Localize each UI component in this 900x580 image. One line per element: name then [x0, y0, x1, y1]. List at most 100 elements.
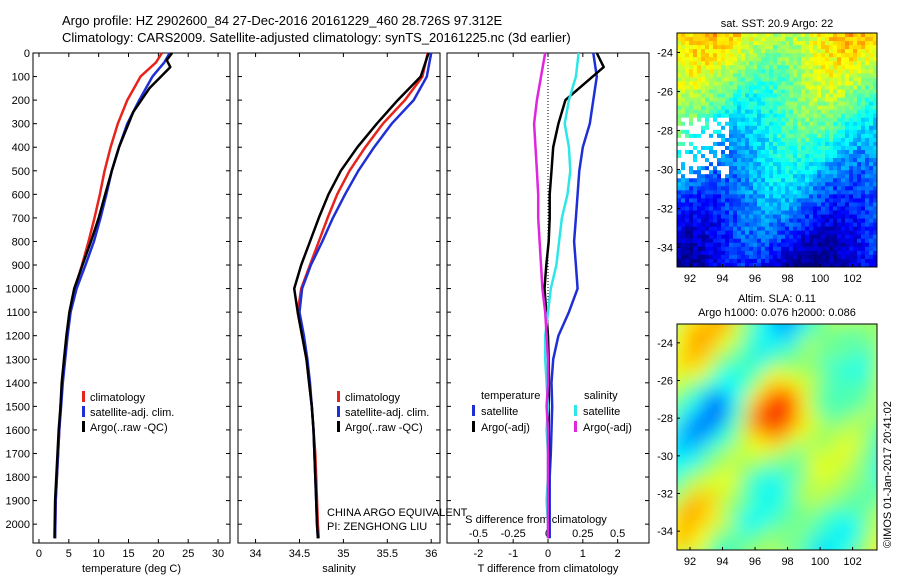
map-cell [825, 85, 830, 90]
map-cell [741, 69, 746, 74]
map-cell [825, 61, 830, 66]
map-cell [669, 178, 673, 182]
map-cell [757, 158, 762, 163]
map-cell [713, 174, 718, 179]
map-cell [757, 346, 768, 359]
map-cell [717, 250, 722, 256]
map-cell [837, 141, 842, 147]
map-cell [845, 129, 850, 135]
map-cell [769, 206, 774, 211]
map-cell [777, 246, 782, 252]
map-cell [829, 226, 834, 232]
map-cell [781, 125, 786, 131]
map-cell [741, 194, 746, 199]
map-cell [707, 493, 718, 506]
map-cell [797, 97, 802, 102]
map-cell [745, 33, 750, 38]
map-cell [707, 357, 718, 370]
map-cell [845, 93, 850, 98]
map-cell [887, 550, 897, 562]
map-cell [809, 234, 814, 240]
map-cell [805, 271, 809, 275]
map-cell [817, 170, 822, 175]
map-cell [701, 186, 706, 191]
map-cell [709, 49, 714, 54]
map-cell [797, 242, 802, 248]
map-title: sat. SST: 20.9 Argo: 22 [721, 18, 834, 30]
map-cell [689, 178, 694, 183]
map-cell [769, 271, 773, 275]
map-cell [657, 505, 667, 517]
map-cell [753, 129, 758, 135]
map-cell [677, 214, 682, 219]
map-cell [657, 392, 667, 404]
map-cell [857, 194, 862, 199]
map-cell [705, 77, 710, 82]
map-cell [825, 226, 830, 232]
map-cell [727, 357, 738, 370]
map-cell [709, 45, 714, 50]
map-cell [709, 41, 714, 46]
map-cell [761, 129, 766, 135]
map-cell [677, 101, 682, 107]
map-cell [693, 125, 698, 131]
map-cell [781, 210, 786, 215]
map-cell [717, 89, 722, 94]
map-cell [717, 335, 728, 347]
map-cell [857, 150, 862, 155]
map-cell [849, 105, 854, 111]
map-cell [869, 182, 874, 187]
map-cell [845, 109, 850, 115]
map-cell [693, 218, 698, 224]
map-cell [677, 53, 682, 58]
map-cell [785, 53, 790, 58]
map-cell [787, 538, 798, 550]
map-cell [697, 145, 702, 151]
map-cell [785, 141, 790, 147]
map-cell [785, 230, 790, 236]
map-cell [829, 158, 834, 163]
map-cell [869, 218, 874, 224]
map-cell [845, 226, 850, 232]
map-cell [727, 470, 738, 483]
map-cell [793, 162, 798, 167]
map-cell [881, 102, 885, 106]
map-cell [793, 198, 798, 203]
map-cell [857, 186, 862, 191]
map-cell [837, 41, 842, 46]
map-cell [657, 561, 667, 573]
map-cell [701, 190, 706, 195]
map-cell [833, 150, 838, 155]
map-cell [677, 324, 688, 336]
map-cell [749, 254, 754, 260]
map-cell [785, 37, 790, 42]
map-cell [681, 105, 686, 111]
map-cell [817, 61, 822, 66]
map-cell [841, 61, 846, 66]
map-cell [677, 69, 682, 74]
map-cell [749, 129, 754, 135]
map-cell [857, 222, 862, 228]
map-cell [713, 254, 718, 260]
map-cell [849, 246, 854, 252]
map-cell [793, 77, 798, 82]
map-cell [701, 242, 706, 248]
map-cell [869, 202, 874, 207]
map-cell [827, 346, 838, 359]
map-cell [827, 504, 838, 517]
map-cell [745, 125, 750, 131]
map-cell [685, 125, 690, 131]
map-cell [717, 254, 722, 260]
map-cell [737, 357, 748, 370]
x-tick-label: 5 [66, 548, 72, 560]
map-cell [725, 230, 730, 236]
map-cell [727, 414, 738, 427]
map-cell [801, 137, 806, 143]
map-cell [741, 242, 746, 248]
map-cell [833, 226, 838, 232]
map-cell [877, 215, 881, 219]
map-cell [857, 437, 868, 449]
map-cell [741, 129, 746, 135]
x-axis-label: T difference from climatology [478, 563, 619, 575]
map-cell [881, 61, 885, 65]
